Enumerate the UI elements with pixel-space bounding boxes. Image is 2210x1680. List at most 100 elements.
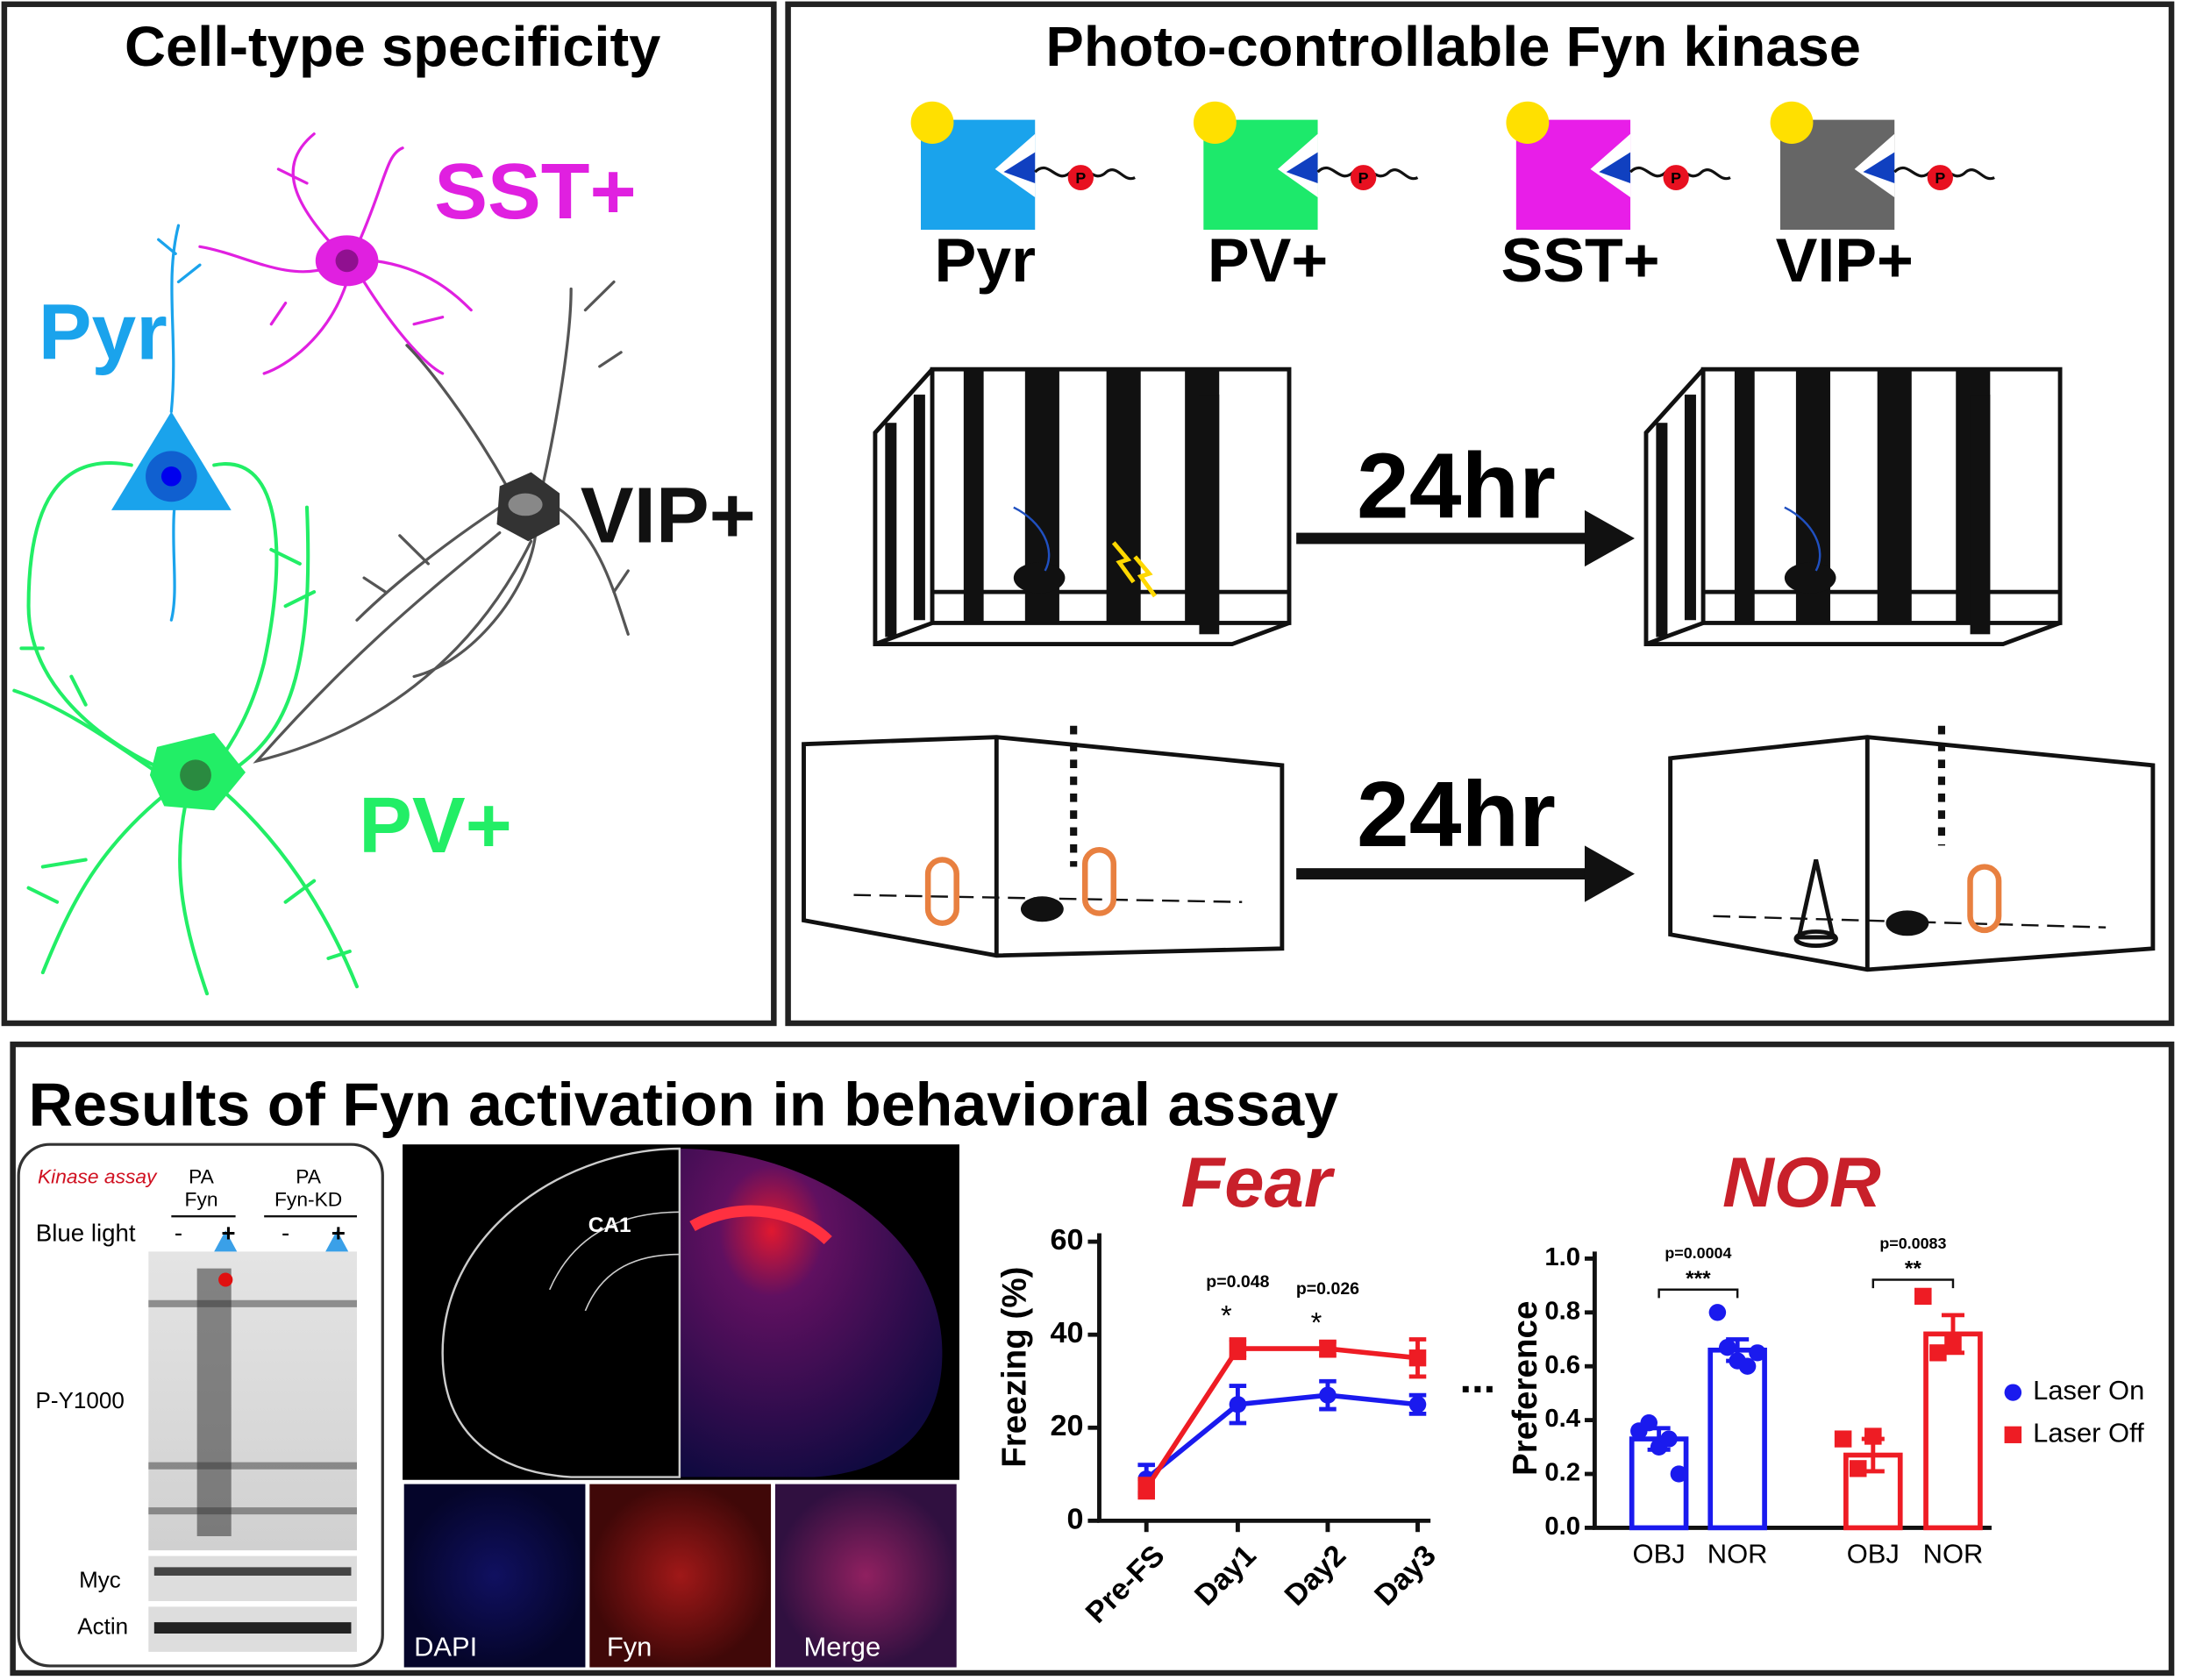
point: [1708, 1304, 1727, 1321]
fear-boxes-part-part: [1199, 395, 1220, 635]
fear-boxes-part-part: [1013, 562, 1066, 594]
arrows-part: [1584, 845, 1635, 902]
fear-boxes-part: [1013, 506, 1821, 572]
construct-label: PV+: [1208, 226, 1328, 295]
series-line: [1144, 1346, 1418, 1490]
western-blot-part: [148, 1251, 357, 1551]
blot-label: Blue light: [36, 1219, 136, 1246]
construct-label: SST+: [1501, 226, 1660, 295]
nor-boxes-part: [802, 735, 1285, 958]
phospho: [1351, 165, 1377, 190]
interval-label: 24hr: [1357, 433, 1556, 537]
point: [1670, 1465, 1688, 1483]
brain-images-part: [403, 1484, 586, 1668]
blot-label: P-Y1000: [35, 1389, 124, 1413]
panel-title: Cell-type specificity: [125, 14, 660, 78]
blot-label: Myc: [79, 1568, 121, 1592]
point: [1640, 1414, 1658, 1432]
photo-domain: [910, 101, 954, 144]
kinase-site: [1599, 152, 1631, 183]
bracket: [1658, 1288, 1739, 1299]
panel-title: Results of Fyn activation in behavioral …: [29, 1071, 1339, 1139]
bracket: [1871, 1278, 1955, 1289]
significance: *: [1221, 1300, 1232, 1332]
y-tick-label: 20: [1051, 1409, 1084, 1442]
construct-label: VIP+: [1776, 226, 1914, 295]
point: [1408, 1349, 1427, 1367]
significance: **: [1905, 1257, 1922, 1281]
western-blot-part: [218, 1272, 233, 1287]
fear-boxes-part-part: [1877, 369, 1912, 623]
arrows-part: [1584, 509, 1635, 567]
x-tick-label: OBJ: [1633, 1539, 1686, 1570]
neuron-drawing: [12, 132, 630, 996]
fear-boxes-part-part: [1106, 369, 1141, 623]
p-value: p=0.026: [1296, 1279, 1359, 1299]
point: [1864, 1427, 1882, 1445]
x-tick-label: Day3: [1368, 1539, 1443, 1612]
fear-boxes-part-part: [885, 423, 897, 637]
point: [1137, 1479, 1155, 1497]
continuation: ...: [1460, 1355, 1496, 1402]
y-tick-label: 0.8: [1544, 1298, 1580, 1326]
brain-images-part: [441, 1147, 681, 1478]
neuron-label: Pyr: [39, 288, 168, 376]
series-line: [1144, 1392, 1418, 1481]
neuron-drawing-part: [508, 493, 543, 516]
x-tick-label: Day1: [1188, 1539, 1263, 1612]
panel-frames-part: [10, 1041, 2175, 1676]
legend-label: Laser On: [2033, 1375, 2144, 1406]
neuron-drawing-part: [198, 132, 473, 375]
y-tick-label: 60: [1051, 1223, 1084, 1256]
x-tick-label: NOR: [1923, 1539, 1984, 1570]
nor-boxes-part: [1793, 929, 1838, 948]
p-value: p=0.048: [1206, 1272, 1269, 1292]
panel-title: Photo-controllable Fyn kinase: [1045, 14, 1861, 78]
bar: [1923, 1331, 1983, 1531]
chart-title: Fear: [1181, 1144, 1336, 1222]
phospho: [1927, 165, 1953, 190]
point: [1929, 1344, 1947, 1362]
neuron-drawing-part: [157, 224, 202, 622]
fear-boxes-part-part: [873, 367, 1290, 646]
chart-title: NOR: [1722, 1144, 1881, 1222]
brain-images-part: [774, 1484, 957, 1668]
fear-boxes-part-part: [963, 369, 984, 623]
blot-label: +: [221, 1219, 235, 1246]
phospho-label: P: [1935, 169, 1945, 187]
neuron-label: SST+: [434, 147, 637, 235]
phospho: [1663, 165, 1689, 190]
point: [1229, 1396, 1247, 1413]
nor-boxes: [802, 725, 2156, 972]
construct-label: Pyr: [935, 226, 1036, 295]
fear-boxes-part-part: [1970, 395, 1991, 635]
fear-boxes-part: [1111, 541, 1157, 598]
western-blot-part: [148, 1555, 357, 1601]
western-blot-part: [325, 1230, 349, 1252]
y-axis-label: Preference: [1507, 1301, 1544, 1476]
point: [1834, 1430, 1852, 1448]
neuron-drawing-part: [253, 280, 630, 764]
fear-boxes-part-part: [1684, 395, 1696, 621]
axis: [1592, 1251, 1992, 1530]
nor-boxes-part: [924, 847, 2002, 934]
neuron-drawing-part: [12, 461, 360, 996]
fear-boxes-part-part: [1734, 369, 1755, 623]
neuron-drawing-part-part: [212, 462, 279, 771]
photo-domain: [1770, 101, 1814, 144]
neuron-drawing-part-part: [233, 505, 310, 771]
interval-label: 24hr: [1357, 762, 1556, 866]
x-tick-label: Day2: [1278, 1539, 1352, 1612]
neuron-label: VIP+: [581, 472, 756, 559]
fear-boxes-part: [873, 367, 1292, 646]
photo-domain: [1506, 101, 1550, 144]
nor-boxes-part-part: [1967, 864, 2002, 934]
neuron-drawing-part-part: [12, 688, 160, 774]
significance: ***: [1686, 1267, 1711, 1291]
brain-images-part: [689, 1205, 832, 1245]
phospho: [1067, 165, 1094, 190]
x-tick-label: Pre-FS: [1080, 1539, 1172, 1630]
neuron-drawing-part-part: [198, 132, 473, 375]
image-label: DAPI: [414, 1632, 477, 1662]
